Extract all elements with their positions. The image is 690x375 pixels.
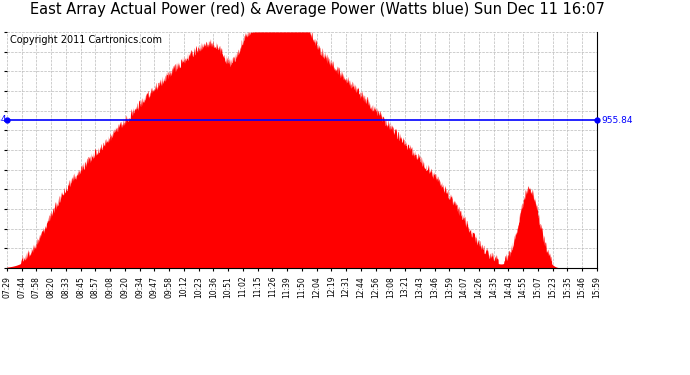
Text: Copyright 2011 Cartronics.com: Copyright 2011 Cartronics.com xyxy=(10,35,162,45)
Text: East Array Actual Power (red) & Average Power (Watts blue) Sun Dec 11 16:07: East Array Actual Power (red) & Average … xyxy=(30,2,605,17)
Text: 955.84: 955.84 xyxy=(0,116,7,124)
